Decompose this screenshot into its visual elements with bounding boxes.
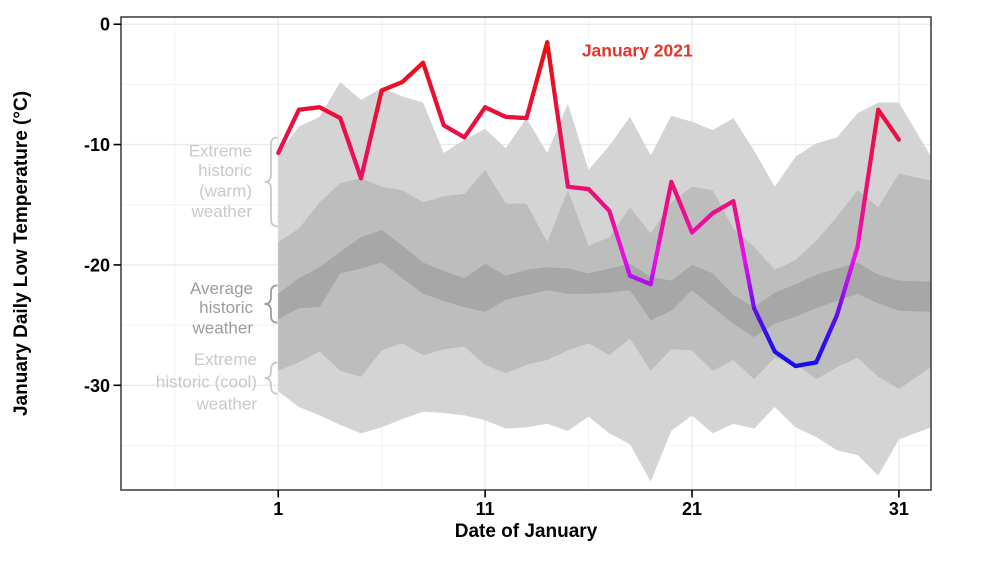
y-tick-label: -10 <box>84 135 110 155</box>
line-segment <box>855 231 862 249</box>
x-tick-label: 31 <box>889 499 909 519</box>
line-segment <box>872 121 879 140</box>
line-segment <box>869 135 877 153</box>
temperature-line <box>276 40 902 369</box>
annotation-extreme-cool-line: historic (cool) <box>156 373 257 392</box>
annotation-extreme-warm-line: (warm) <box>199 181 252 200</box>
annotation-extreme-warm-line: historic <box>198 161 252 180</box>
x-tick-label: 11 <box>476 499 495 519</box>
axes: 0-10-20-301 11 21 31 <box>84 15 932 519</box>
line-segment <box>857 217 864 236</box>
line-segment <box>557 126 564 146</box>
annotation-extreme-cool-brace <box>264 361 278 395</box>
line-segment <box>551 83 558 103</box>
line-segment <box>553 97 560 117</box>
y-axis-title: January Daily Low Temperature (°C) <box>11 91 32 416</box>
line-segment <box>861 189 868 208</box>
line-segment <box>865 162 873 181</box>
panel-border <box>120 16 932 491</box>
line-segment <box>545 40 552 59</box>
line-segment <box>894 134 902 142</box>
annotation-extreme-cool-line: weather <box>196 394 258 413</box>
y-tick-label: -20 <box>84 255 110 275</box>
y-tick-label: -30 <box>84 376 110 396</box>
line-segment <box>559 141 566 160</box>
band-average-historic <box>278 230 931 338</box>
line-segment <box>561 155 568 175</box>
line-series-label: January 2021 <box>582 41 693 61</box>
line-segment <box>863 176 870 195</box>
annotation-average-line: weather <box>192 319 254 338</box>
annotation-extreme-warm-line: Extreme <box>189 142 252 161</box>
x-tick-label: 1 <box>273 499 283 519</box>
annotation-average-line: Average <box>190 279 253 298</box>
line-segment <box>563 170 570 189</box>
x-axis-title: Date of January <box>455 521 598 542</box>
band-annotations: Extremehistoric(warm)weatherAveragehisto… <box>156 136 278 413</box>
annotation-extreme-cool-line: Extreme <box>194 350 257 369</box>
annotation-extreme-warm-line: weather <box>191 202 253 221</box>
historic-bands <box>278 82 931 482</box>
annotation-extreme-warm-brace <box>264 136 278 228</box>
line-segment <box>555 112 562 132</box>
y-tick-label: 0 <box>100 15 110 35</box>
line-segment <box>549 69 556 88</box>
line-segment <box>547 54 554 74</box>
x-tick-label: 21 <box>682 499 702 519</box>
annotation-average-line: historic <box>199 298 253 317</box>
line-segment <box>867 148 875 167</box>
line-segment <box>859 203 866 222</box>
annotation-average-brace <box>264 284 278 324</box>
